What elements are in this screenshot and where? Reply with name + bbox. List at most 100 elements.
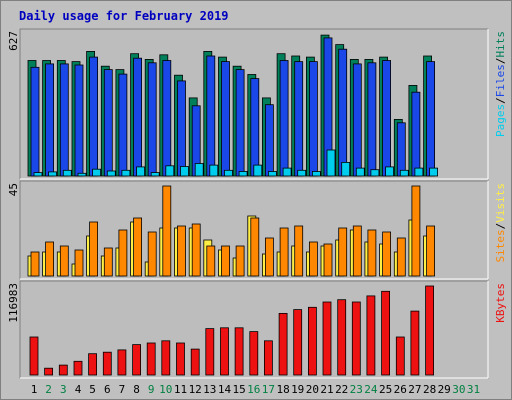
x-tick-label-16: 16 xyxy=(247,383,260,396)
bar-sites-day-28 xyxy=(426,225,436,277)
bar-files-day-26 xyxy=(396,122,406,177)
x-tick-label-5: 5 xyxy=(89,383,96,396)
bar-pages-day-22 xyxy=(341,161,351,177)
legend-visits: Visits xyxy=(494,183,507,223)
bar-pages-day-3 xyxy=(62,169,72,177)
bar-sites-day-18 xyxy=(279,227,289,277)
bar-kbytes-day-1 xyxy=(29,336,39,376)
bar-files-day-2 xyxy=(45,63,54,177)
legend-hits: Hits xyxy=(494,31,507,58)
bar-files-day-10 xyxy=(162,60,172,177)
panel-requests-max-label: 627 xyxy=(7,31,20,51)
bar-pages-day-15 xyxy=(238,171,248,177)
bar-sites-day-26 xyxy=(396,237,406,277)
bar-pages-day-5 xyxy=(92,168,101,177)
bar-sites-day-3 xyxy=(59,245,69,277)
bar-sites-day-16 xyxy=(250,217,260,277)
bar-kbytes-day-12 xyxy=(190,348,200,376)
x-tick-label-29: 29 xyxy=(438,383,451,396)
bar-files-day-9 xyxy=(147,62,157,177)
bar-kbytes-day-7 xyxy=(117,349,127,376)
x-tick-label-18: 18 xyxy=(276,383,289,396)
bar-files-day-18 xyxy=(279,60,289,177)
x-axis-day-labels: 1 2 3 4 5 6 7 8 9 10 11 12 13 14 15 16 17 18 19 20 21 22 23 24 2… xyxy=(31,383,480,396)
bar-sites-day-21 xyxy=(323,243,333,277)
bar-sites-day-5 xyxy=(89,221,98,277)
x-tick-label-25: 25 xyxy=(379,383,392,396)
x-tick-label-26: 26 xyxy=(394,383,407,396)
bar-files-day-6 xyxy=(103,69,113,177)
bar-pages-day-4 xyxy=(77,172,87,177)
x-tick-label-9: 9 xyxy=(148,383,155,396)
bar-kbytes-day-26 xyxy=(395,336,405,376)
bar-pages-day-1 xyxy=(33,172,43,177)
x-tick-label-4: 4 xyxy=(75,383,82,396)
bar-kbytes-day-19 xyxy=(293,309,303,376)
x-tick-label-19: 19 xyxy=(291,383,304,396)
bar-sites-day-25 xyxy=(382,231,392,277)
bar-files-day-4 xyxy=(74,64,84,177)
x-tick-label-30: 30 xyxy=(452,383,465,396)
bar-pages-day-11 xyxy=(180,166,189,177)
bar-pages-day-27 xyxy=(414,167,424,177)
bar-sites-day-4 xyxy=(74,249,84,277)
x-tick-label-28: 28 xyxy=(423,383,436,396)
legend-sites: Sites xyxy=(494,229,507,262)
bar-sites-day-8 xyxy=(133,217,143,277)
panel-visitors: 45 Sites/Visits xyxy=(7,180,507,280)
bar-kbytes-day-4 xyxy=(73,360,83,376)
bar-sites-day-17 xyxy=(264,237,274,277)
bar-kbytes-day-3 xyxy=(58,364,68,376)
x-tick-label-12: 12 xyxy=(189,383,202,396)
bar-sites-day-2 xyxy=(45,241,54,277)
bar-pages-day-20 xyxy=(311,171,321,177)
bar-kbytes-day-25 xyxy=(381,290,391,376)
bar-kbytes-day-9 xyxy=(146,342,156,376)
bar-pages-day-13 xyxy=(209,164,219,177)
bar-sites-day-19 xyxy=(294,225,304,277)
bar-sites-day-9 xyxy=(147,231,157,277)
bar-files-day-5 xyxy=(89,56,98,177)
x-tick-label-17: 17 xyxy=(262,383,275,396)
x-tick-label-24: 24 xyxy=(364,383,378,396)
bar-files-day-16 xyxy=(250,78,260,177)
bar-pages-day-26 xyxy=(399,169,409,177)
bar-pages-day-16 xyxy=(253,164,263,177)
legend-files: Files xyxy=(494,64,507,97)
bar-sites-day-12 xyxy=(191,223,201,277)
x-tick-label-21: 21 xyxy=(320,383,333,396)
x-tick-label-11: 11 xyxy=(174,383,187,396)
bar-files-day-19 xyxy=(294,61,304,177)
bar-pages-day-25 xyxy=(385,166,395,177)
x-tick-label-1: 1 xyxy=(31,383,38,396)
panel-kbytes-max-label: 116983 xyxy=(7,283,20,323)
bar-kbytes-day-27 xyxy=(410,310,420,376)
bar-pages-day-6 xyxy=(106,170,116,177)
bar-kbytes-day-10 xyxy=(161,340,171,376)
bar-kbytes-day-17 xyxy=(263,340,273,376)
bar-sites-day-10 xyxy=(162,185,172,277)
bar-kbytes-day-23 xyxy=(351,301,361,376)
panel-visitors-legend: Sites/Visits xyxy=(494,183,507,263)
bar-sites-day-11 xyxy=(177,225,186,277)
panel-kbytes: 116983 KBytes xyxy=(7,280,507,379)
x-tick-label-8: 8 xyxy=(133,383,140,396)
bar-sites-day-22 xyxy=(338,227,348,277)
bar-kbytes-day-18 xyxy=(278,312,288,376)
bar-kbytes-day-22 xyxy=(337,299,347,376)
bar-pages-day-2 xyxy=(48,171,57,177)
bar-files-day-22 xyxy=(338,48,348,177)
bar-files-day-27 xyxy=(411,91,421,177)
x-tick-label-27: 27 xyxy=(408,383,421,396)
series-kbytes xyxy=(29,285,435,376)
bar-kbytes-day-15 xyxy=(234,327,244,376)
bar-files-day-25 xyxy=(382,60,392,177)
x-tick-label-3: 3 xyxy=(60,383,67,396)
bar-kbytes-day-2 xyxy=(44,367,53,376)
series-files xyxy=(30,37,436,177)
series-sites xyxy=(30,185,436,277)
